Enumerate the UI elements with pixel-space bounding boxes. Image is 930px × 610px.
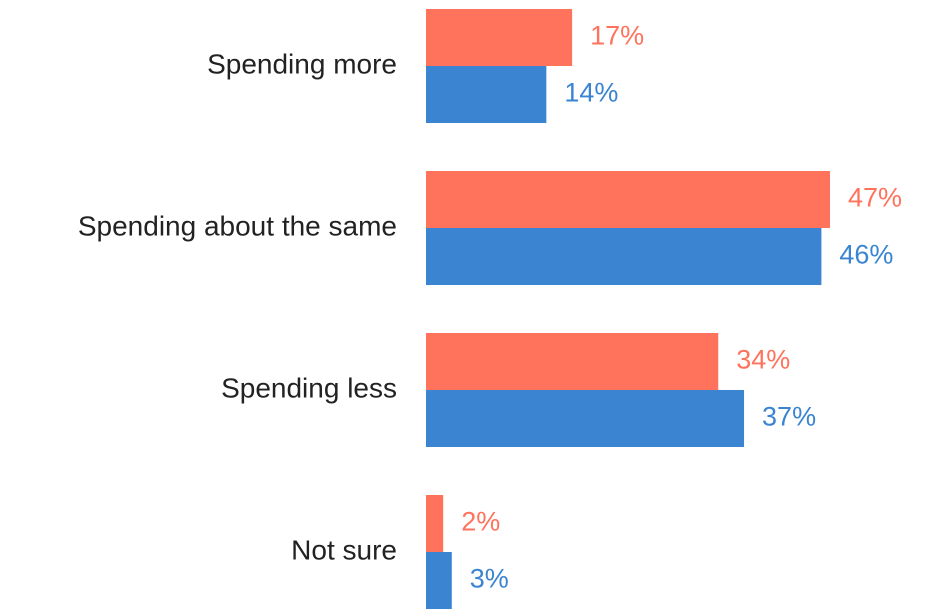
category-label-spending-about-the-same: Spending about the same bbox=[78, 210, 397, 241]
bar-spending-more-series-2 bbox=[426, 66, 547, 123]
value-label-not-sure-series-1: 2% bbox=[461, 507, 500, 537]
bar-not-sure-series-1 bbox=[426, 495, 444, 552]
bar-not-sure-series-2 bbox=[426, 552, 452, 609]
bar-spending-less-series-2 bbox=[426, 390, 745, 447]
value-label-spending-less-series-2: 37% bbox=[762, 402, 816, 432]
category-label-not-sure: Not sure bbox=[291, 534, 397, 565]
value-label-spending-about-the-same-series-1: 47% bbox=[848, 183, 902, 213]
category-labels: Spending more Spending about the same Spen… bbox=[78, 48, 397, 565]
value-label-spending-more-series-1: 17% bbox=[590, 21, 644, 51]
category-label-spending-less: Spending less bbox=[221, 372, 397, 403]
bar-spending-less-series-1 bbox=[426, 333, 719, 390]
value-labels: 17% 14% 47% 46% 34% 37% 2% 3% bbox=[461, 21, 902, 594]
value-label-spending-less-series-1: 34% bbox=[736, 345, 790, 375]
category-label-spending-more: Spending more bbox=[207, 48, 397, 79]
bar-spending-about-the-same-series-2 bbox=[426, 228, 822, 285]
bars bbox=[426, 9, 830, 609]
bar-spending-more-series-1 bbox=[426, 9, 573, 66]
value-label-spending-more-series-2: 14% bbox=[564, 78, 618, 108]
bar-spending-about-the-same-series-1 bbox=[426, 171, 830, 228]
value-label-spending-about-the-same-series-2: 46% bbox=[839, 240, 893, 270]
value-label-not-sure-series-2: 3% bbox=[470, 564, 509, 594]
